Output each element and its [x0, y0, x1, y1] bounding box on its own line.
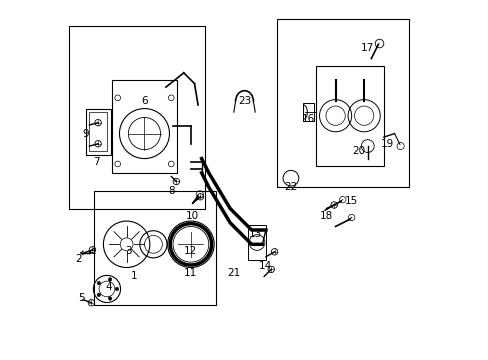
Text: 23: 23: [237, 96, 251, 107]
Circle shape: [97, 281, 101, 285]
Text: 11: 11: [184, 268, 197, 278]
Text: 12: 12: [184, 247, 197, 256]
Circle shape: [108, 278, 112, 281]
Text: 20: 20: [351, 147, 365, 157]
Text: 5: 5: [79, 293, 85, 303]
Text: 18: 18: [319, 211, 333, 221]
Text: 13: 13: [248, 229, 261, 239]
Text: 17: 17: [360, 43, 374, 53]
Bar: [94, 191, 216, 305]
Text: 7: 7: [93, 157, 100, 167]
Text: 16: 16: [302, 114, 315, 124]
Circle shape: [108, 297, 112, 300]
Circle shape: [115, 287, 119, 291]
Text: 19: 19: [380, 139, 393, 149]
Text: 3: 3: [125, 247, 131, 256]
Circle shape: [97, 293, 101, 297]
Text: 1: 1: [130, 271, 137, 282]
Text: 10: 10: [186, 211, 199, 221]
Text: 21: 21: [227, 268, 240, 278]
Text: 9: 9: [82, 129, 89, 139]
Text: 8: 8: [167, 186, 174, 196]
Text: 6: 6: [141, 96, 147, 107]
Text: 14: 14: [259, 261, 272, 271]
Text: 22: 22: [284, 182, 297, 192]
Text: 4: 4: [105, 282, 112, 292]
Text: 2: 2: [75, 253, 81, 264]
Bar: [69, 26, 205, 208]
Text: 15: 15: [345, 197, 358, 206]
Bar: [276, 19, 408, 187]
